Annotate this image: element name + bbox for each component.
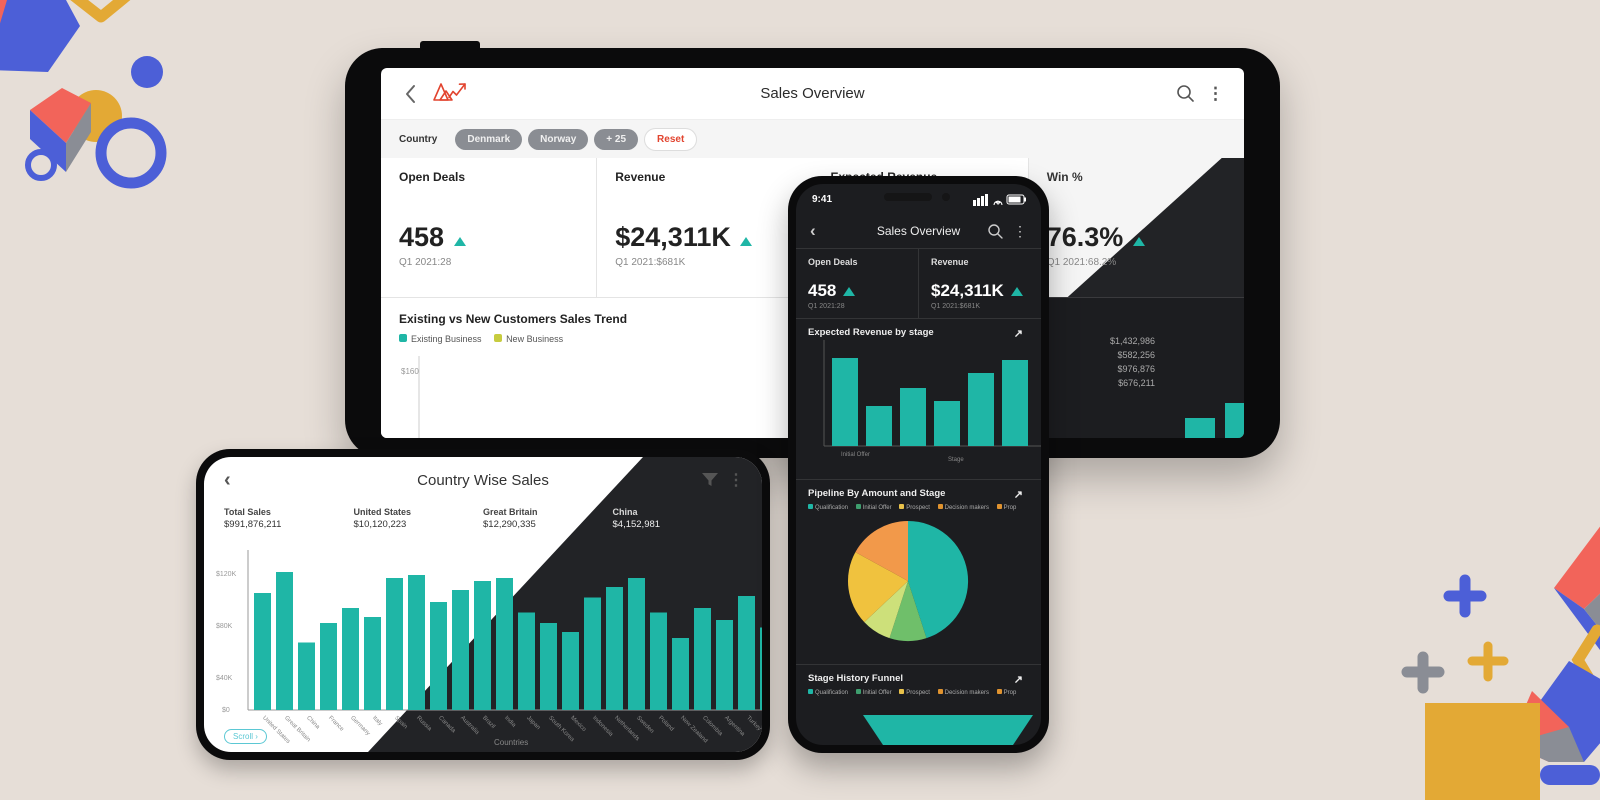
svg-text:Germany: Germany <box>349 715 371 737</box>
svg-text:$80K: $80K <box>216 623 233 630</box>
svg-text:$0: $0 <box>222 707 230 714</box>
svg-text:Canada: Canada <box>437 715 457 735</box>
svg-text:$40K: $40K <box>216 675 233 682</box>
svg-text:Poland: Poland <box>657 715 674 732</box>
svg-text:Countries: Countries <box>494 738 528 747</box>
svg-text:Italy: Italy <box>371 715 383 727</box>
svg-text:$160: $160 <box>401 367 419 376</box>
svg-text:Japan: Japan <box>525 715 541 731</box>
svg-text:Argentina: Argentina <box>723 715 746 738</box>
svg-text:Initial Offer: Initial Offer <box>841 452 870 458</box>
svg-text:China: China <box>305 715 321 731</box>
svg-text:Australia: Australia <box>459 715 480 736</box>
svg-text:Spain: Spain <box>393 715 408 730</box>
svg-text:$120K: $120K <box>216 571 237 578</box>
svg-text:Sweden: Sweden <box>635 715 655 735</box>
svg-text:India: India <box>503 715 517 729</box>
svg-text:Russia: Russia <box>415 715 433 733</box>
svg-text:France: France <box>327 715 345 733</box>
svg-text:Indonesia: Indonesia <box>591 715 614 738</box>
svg-text:Colombia: Colombia <box>701 715 724 738</box>
svg-text:Brazil: Brazil <box>481 715 496 730</box>
svg-text:Turkey: Turkey <box>745 715 762 732</box>
svg-text:Mexico: Mexico <box>569 715 587 733</box>
svg-text:Stage: Stage <box>948 457 964 463</box>
